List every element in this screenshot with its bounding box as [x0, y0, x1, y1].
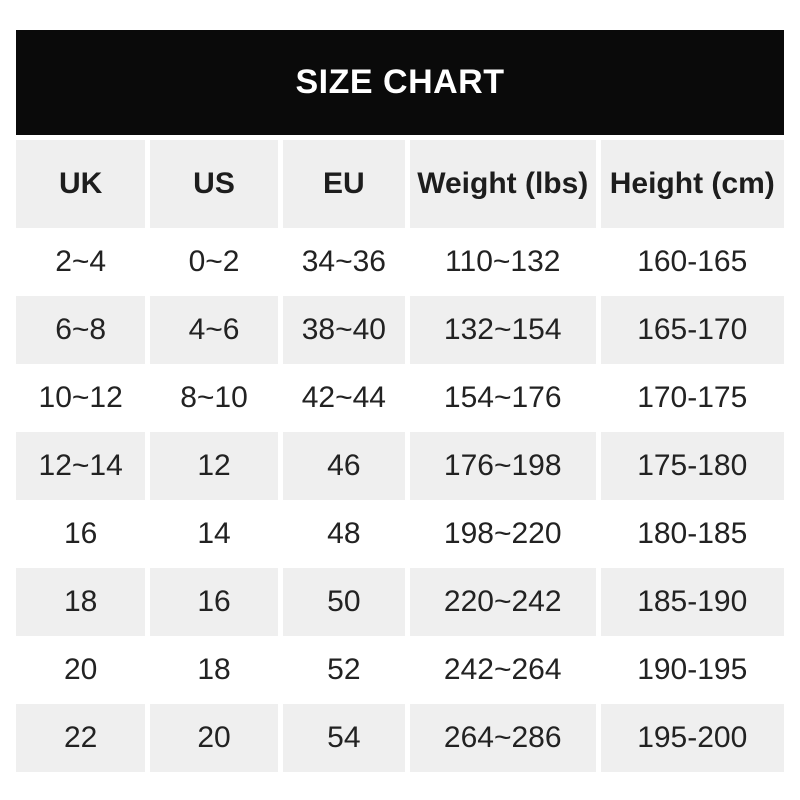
table-cell: 8~10	[150, 364, 278, 432]
page-title: SIZE CHART	[295, 63, 505, 101]
table-cell: 54	[282, 704, 405, 772]
table-header-row: UK US EU Weight (lbs) Height (cm)	[16, 140, 784, 228]
table-cell: 6~8	[16, 296, 146, 364]
table-row: 22 20 54 264~286 195-200	[16, 704, 784, 772]
table-cell: 110~132	[410, 228, 596, 296]
table-body: 2~4 0~2 34~36 110~132 160-165 6~8 4~6 38~40 132~…	[16, 228, 784, 772]
table-row: 6~8 4~6 38~40 132~154 165-170	[16, 296, 784, 364]
table-cell: 176~198	[410, 432, 596, 500]
table-cell: 242~264	[410, 636, 596, 704]
table-cell: 18	[150, 636, 278, 704]
table-row: 18 16 50 220~242 185-190	[16, 568, 784, 636]
table-cell: 10~12	[16, 364, 146, 432]
table-cell: 0~2	[150, 228, 278, 296]
table-cell: 165-170	[600, 296, 784, 364]
table-cell: 16	[150, 568, 278, 636]
table-cell: 170-175	[600, 364, 784, 432]
table-cell: 264~286	[410, 704, 596, 772]
table-cell: 38~40	[282, 296, 405, 364]
table-cell: 22	[16, 704, 146, 772]
table-row: 2~4 0~2 34~36 110~132 160-165	[16, 228, 784, 296]
table-cell: 132~154	[410, 296, 596, 364]
table-row: 20 18 52 242~264 190-195	[16, 636, 784, 704]
table-row: 10~12 8~10 42~44 154~176 170-175	[16, 364, 784, 432]
table-cell: 220~242	[410, 568, 596, 636]
column-header-eu: EU	[282, 140, 405, 228]
table-row: 16 14 48 198~220 180-185	[16, 500, 784, 568]
table-cell: 2~4	[16, 228, 146, 296]
table-cell: 12~14	[16, 432, 146, 500]
table-cell: 34~36	[282, 228, 405, 296]
size-chart-table: UK US EU Weight (lbs) Height (cm) 2~4 0~2 34~3…	[16, 140, 784, 772]
table-cell: 16	[16, 500, 146, 568]
column-header-us: US	[150, 140, 278, 228]
table-cell: 185-190	[600, 568, 784, 636]
table-cell: 190-195	[600, 636, 784, 704]
table-cell: 20	[16, 636, 146, 704]
table-cell: 42~44	[282, 364, 405, 432]
table-cell: 195-200	[600, 704, 784, 772]
table-cell: 4~6	[150, 296, 278, 364]
table-cell: 48	[282, 500, 405, 568]
table-cell: 46	[282, 432, 405, 500]
table-cell: 50	[282, 568, 405, 636]
table-cell: 18	[16, 568, 146, 636]
table-cell: 154~176	[410, 364, 596, 432]
table-cell: 160-165	[600, 228, 784, 296]
size-chart-banner: SIZE CHART	[16, 30, 784, 135]
column-header-weight-lbs: Weight (lbs)	[410, 140, 596, 228]
table-cell: 180-185	[600, 500, 784, 568]
table-cell: 20	[150, 704, 278, 772]
table-cell: 198~220	[410, 500, 596, 568]
table-row: 12~14 12 46 176~198 175-180	[16, 432, 784, 500]
table-cell: 12	[150, 432, 278, 500]
table-cell: 14	[150, 500, 278, 568]
column-header-uk: UK	[16, 140, 146, 228]
table-cell: 175-180	[600, 432, 784, 500]
column-header-height-cm: Height (cm)	[600, 140, 784, 228]
table-cell: 52	[282, 636, 405, 704]
